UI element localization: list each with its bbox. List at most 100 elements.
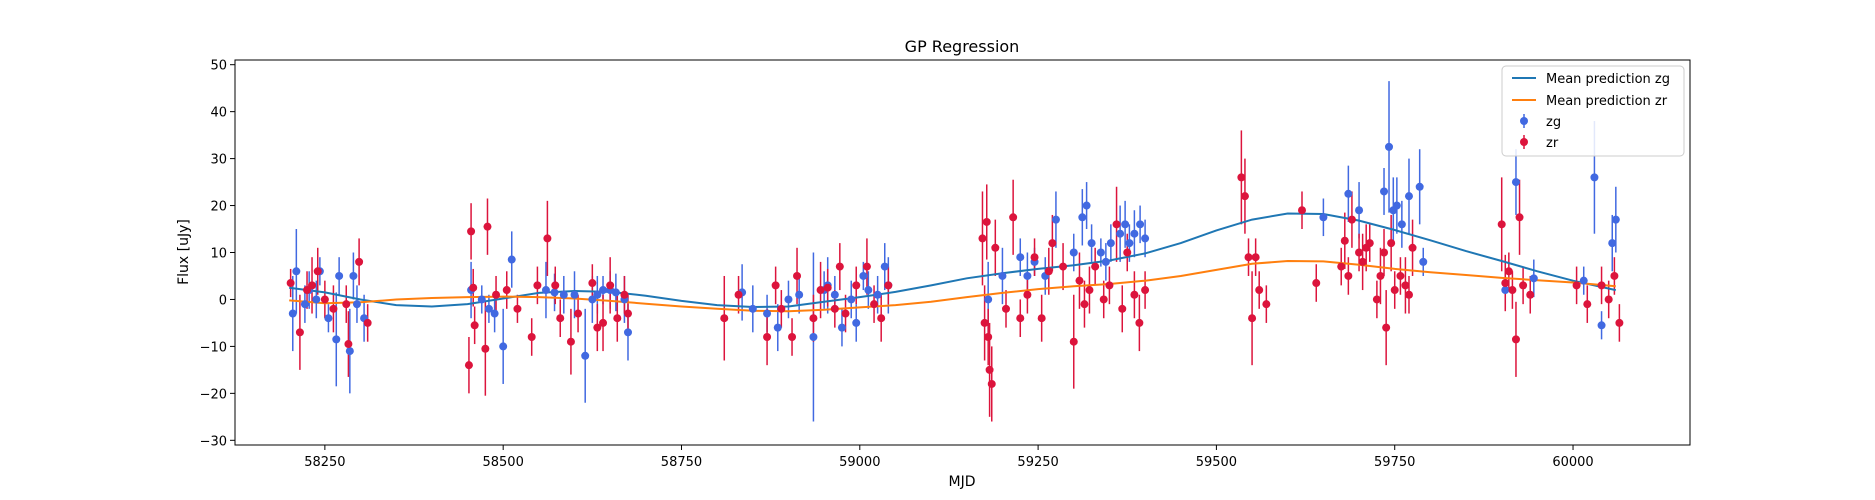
zg-point — [873, 290, 882, 299]
zg-point — [593, 290, 602, 299]
zr-point — [502, 286, 511, 295]
zr-point — [295, 328, 304, 337]
zg-point — [499, 342, 508, 351]
zr-point — [1340, 236, 1349, 245]
zr-point — [574, 309, 583, 318]
mean-prediction-zr-line — [289, 259, 1616, 313]
zr-point — [613, 314, 622, 323]
zr-point — [777, 304, 786, 313]
zg-point — [484, 304, 493, 313]
zg-point — [1096, 248, 1105, 257]
zg-point — [1082, 201, 1091, 210]
zr-point — [1048, 239, 1057, 248]
x-axis: 58250 58500 58750 59000 59250 59500 59750 60000 — [304, 445, 1594, 470]
zr-point — [830, 304, 839, 313]
zr-point — [467, 227, 476, 236]
zr-point — [978, 234, 987, 243]
zr-point — [1355, 248, 1364, 257]
zr-point — [1610, 271, 1619, 280]
legend-box — [1501, 65, 1685, 157]
zg-point — [984, 295, 993, 304]
zr-point — [1380, 248, 1389, 257]
zr-point — [556, 314, 565, 323]
zr-point — [816, 286, 825, 295]
zg-point — [623, 328, 632, 337]
zg-point — [300, 300, 309, 309]
zg-point — [830, 290, 839, 299]
x-axis-label: MJD — [949, 474, 976, 490]
zr-point — [1511, 335, 1520, 344]
zr-point — [1382, 323, 1391, 332]
zr-point — [1404, 290, 1413, 299]
zr-point — [793, 271, 802, 280]
zr-point — [1016, 314, 1025, 323]
zg-point — [581, 351, 590, 360]
zr-point — [1251, 253, 1260, 262]
zr-point — [588, 279, 597, 288]
zr-point — [985, 365, 994, 374]
zg-point — [1501, 286, 1510, 295]
zr-point — [1372, 295, 1381, 304]
plot-background — [235, 60, 1690, 445]
zg-point — [559, 290, 568, 299]
zr-point — [1358, 257, 1367, 266]
zg-point — [550, 288, 559, 297]
zg-point — [599, 286, 608, 295]
zr-point — [852, 281, 861, 290]
zr-point — [533, 281, 542, 290]
zg-point — [611, 288, 620, 297]
zr-point — [1023, 290, 1032, 299]
zg-point — [1611, 215, 1620, 224]
zg-point — [763, 309, 772, 318]
zr-point — [809, 314, 818, 323]
plot-area — [234, 59, 1691, 446]
zr-point — [982, 217, 991, 226]
zr-point — [1583, 300, 1592, 309]
legend-label-zg-points: zg — [1546, 115, 1561, 130]
zr-point — [1337, 262, 1346, 271]
zg-point — [1023, 271, 1032, 280]
zr-point — [1376, 271, 1385, 280]
zr-point — [1508, 286, 1517, 295]
y-tick-label: 0 — [219, 293, 227, 308]
zr-point — [1075, 276, 1084, 285]
data-points — [286, 142, 1624, 388]
zr-point — [483, 222, 492, 231]
zg-point — [1101, 257, 1110, 266]
zr-point — [313, 267, 322, 276]
zg-point — [998, 271, 1007, 280]
zg-point — [312, 295, 321, 304]
y-tick-label: −20 — [200, 387, 227, 402]
zr-point — [991, 243, 1000, 252]
zg-point — [1415, 182, 1424, 191]
zr-point — [1105, 281, 1114, 290]
zr-point — [286, 279, 295, 288]
zr-point — [1248, 314, 1257, 323]
x-tick-label: 59000 — [839, 455, 880, 470]
zg-point — [1130, 229, 1139, 238]
zr-point — [1365, 239, 1374, 248]
zr-point — [320, 295, 329, 304]
zr-point — [1037, 314, 1046, 323]
zr-point — [1091, 262, 1100, 271]
zg-point — [1355, 206, 1364, 215]
zr-point — [1080, 300, 1089, 309]
zg-point — [1597, 321, 1606, 330]
zr-point — [1347, 215, 1356, 224]
zr-point — [1526, 290, 1535, 299]
zg-point — [1069, 248, 1078, 257]
legend: Mean prediction zg Mean prediction zr zg… — [1501, 65, 1685, 157]
zr-point — [1123, 248, 1132, 257]
zr-point — [593, 323, 602, 332]
zr-point — [355, 257, 364, 266]
zr-point — [771, 281, 780, 290]
zr-point — [1387, 239, 1396, 248]
zg-point — [1344, 189, 1353, 198]
zg-point — [880, 262, 889, 271]
zr-point — [1390, 286, 1399, 295]
zg-point — [1392, 201, 1401, 210]
legend-swatch-zr-point — [1520, 138, 1528, 146]
zg-point — [1608, 239, 1617, 248]
zg-point — [1121, 220, 1130, 229]
